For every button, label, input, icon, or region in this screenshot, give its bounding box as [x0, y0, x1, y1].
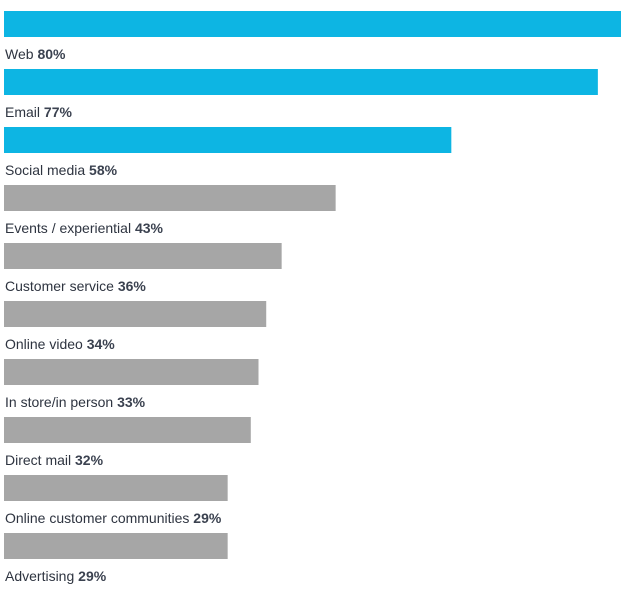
bar-1 — [4, 69, 598, 95]
value-label: 58% — [89, 162, 118, 178]
category-label-5: Online video 34% — [5, 336, 115, 352]
value-label: 34% — [87, 336, 116, 352]
category-name: In store/in person — [5, 394, 117, 410]
category-label-0: Web 80% — [5, 46, 66, 62]
value-label: 43% — [135, 220, 164, 236]
category-name: Customer service — [5, 278, 118, 294]
category-name: Online video — [5, 336, 87, 352]
category-label-3: Events / experiential 43% — [5, 220, 164, 236]
category-label-8: Online customer communities 29% — [5, 510, 222, 526]
category-name: Direct mail — [5, 452, 75, 468]
category-name: Advertising — [5, 568, 78, 584]
bar-9 — [4, 533, 228, 559]
value-label: 32% — [75, 452, 104, 468]
category-label-7: Direct mail 32% — [5, 452, 104, 468]
value-label: 77% — [44, 104, 73, 120]
value-label: 33% — [117, 394, 146, 410]
category-name: Events / experiential — [5, 220, 135, 236]
bar-8 — [4, 475, 228, 501]
category-label-9: Advertising 29% — [5, 568, 107, 584]
value-label: 36% — [118, 278, 147, 294]
value-label: 80% — [37, 46, 66, 62]
bar-7 — [4, 417, 251, 443]
category-label-6: In store/in person 33% — [5, 394, 146, 410]
category-label-1: Email 77% — [5, 104, 72, 120]
category-name: Online customer communities — [5, 510, 193, 526]
category-name: Email — [5, 104, 44, 120]
category-label-4: Customer service 36% — [5, 278, 146, 294]
category-name: Web — [5, 46, 37, 62]
bar-2 — [4, 127, 452, 153]
bar-0 — [4, 11, 621, 37]
bar-6 — [4, 359, 259, 385]
category-label-2: Social media 58% — [5, 162, 118, 178]
category-name: Social media — [5, 162, 89, 178]
bar-3 — [4, 185, 336, 211]
bar-5 — [4, 301, 267, 327]
bar-4 — [4, 243, 282, 269]
value-label: 29% — [193, 510, 222, 526]
value-label: 29% — [78, 568, 107, 584]
